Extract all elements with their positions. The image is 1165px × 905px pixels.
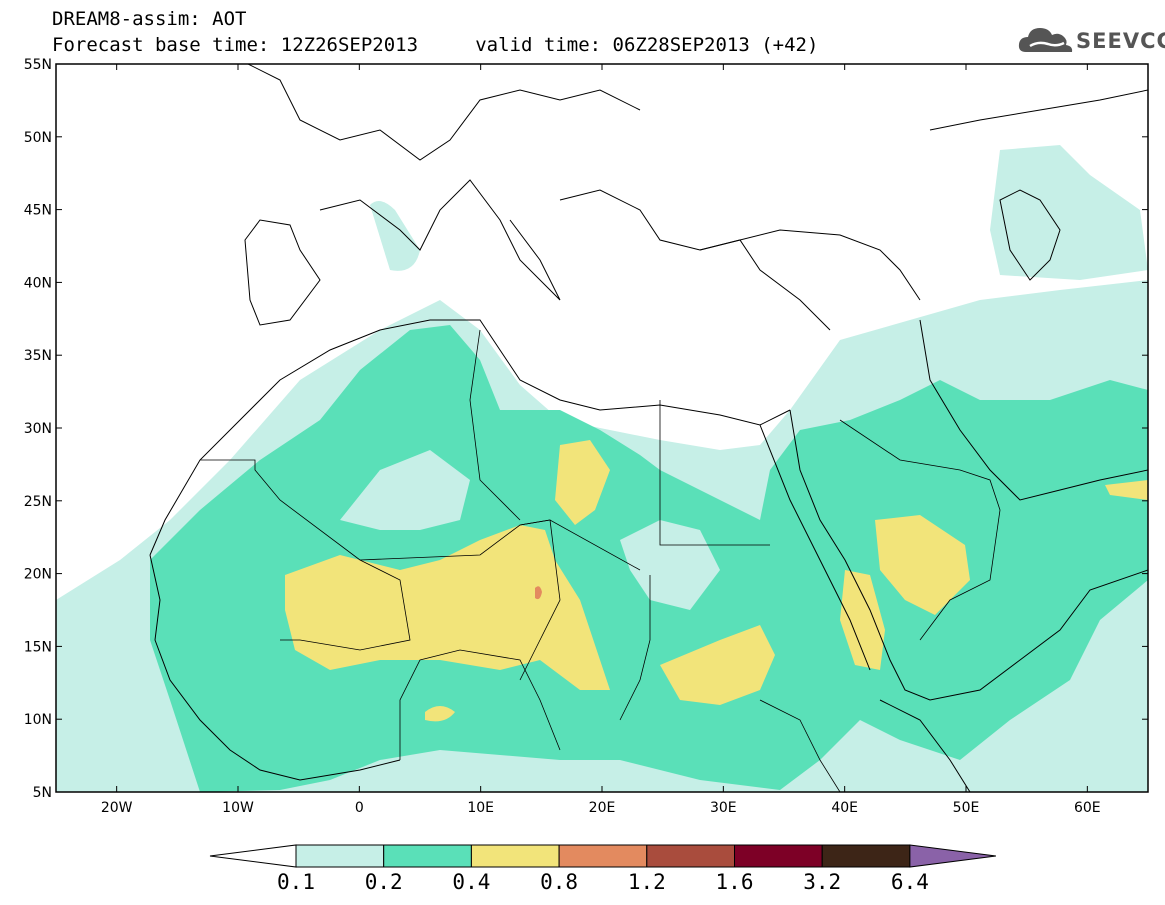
aot-hole-light <box>340 450 470 530</box>
colorbar-label: 1.2 <box>628 870 666 894</box>
lon-label: 20W <box>101 800 133 816</box>
title-line-2: Forecast base time: 12Z26SEP2013 valid t… <box>52 34 819 56</box>
logo-text: SEEVCCC <box>1076 29 1165 53</box>
coastlines <box>149 64 1148 792</box>
colorbar-label: 0.1 <box>277 870 315 894</box>
aot-band-yellow-3 <box>660 625 775 705</box>
lon-label: 60E <box>1074 800 1101 816</box>
colorbar-label: 3.2 <box>803 870 841 894</box>
lat-label: 40N <box>24 275 52 291</box>
longitude-ticks: 20W 10W 0 10E 20E 30E 40E 50E 60E <box>101 64 1101 816</box>
aot-band-yellow-6 <box>425 706 455 722</box>
lon-label: 20E <box>589 800 616 816</box>
lat-label: 25N <box>24 494 52 510</box>
lat-label: 15N <box>24 639 52 655</box>
colorbar-segment <box>470 844 560 868</box>
seevccc-logo: SEEVCCC <box>1018 24 1165 58</box>
lon-label: 0 <box>355 800 364 816</box>
aot-band-yellow-5 <box>840 570 885 670</box>
colorbar-label: 0.4 <box>452 870 490 894</box>
colorbar-segment <box>734 844 823 868</box>
title-line-1: DREAM8-assim: AOT <box>52 8 247 30</box>
aot-band-light-2 <box>990 145 1148 280</box>
cloud-icon <box>1018 28 1073 52</box>
colorbar-label: 1.6 <box>716 870 754 894</box>
lat-label: 5N <box>33 785 52 801</box>
colorbar-segment <box>646 844 735 868</box>
lat-label: 45N <box>24 203 52 219</box>
lat-label: 35N <box>24 348 52 364</box>
aot-field <box>56 64 1148 792</box>
lat-label: 20N <box>24 567 52 583</box>
aot-hole-light-2 <box>620 520 720 610</box>
lat-label: 50N <box>24 130 52 146</box>
colorbar-label: 0.8 <box>540 870 578 894</box>
latitude-ticks: 55N 50N 45N 40N 35N 30N 25N 20N 15N 10N 5N <box>24 57 1148 801</box>
aot-band-yellow-4 <box>875 515 970 615</box>
lon-label: 40E <box>831 800 858 816</box>
lon-label: 30E <box>710 800 737 816</box>
colorbar-min-arrow <box>209 844 297 868</box>
lat-label: 10N <box>24 712 52 728</box>
colorbar-segment <box>295 844 385 868</box>
colorbar: 0.1 0.2 0.4 0.8 1.2 1.6 3.2 6.4 <box>209 844 996 894</box>
colorbar-segment <box>821 844 911 868</box>
colorbar-max-arrow <box>909 844 996 868</box>
colorbar-label: 0.2 <box>365 870 403 894</box>
lat-label: 30N <box>24 421 52 437</box>
colorbar-label: 6.4 <box>891 870 929 894</box>
aot-band-orange <box>535 586 542 600</box>
colorbar-segment <box>558 844 648 868</box>
country-borders <box>200 329 1001 792</box>
colorbar-segment <box>383 844 472 868</box>
lon-label: 10W <box>222 800 254 816</box>
aot-band-yellow-2 <box>555 440 610 525</box>
aot-band-yellow-7 <box>1105 480 1148 500</box>
lon-label: 10E <box>467 800 494 816</box>
lat-label: 55N <box>24 57 52 73</box>
aot-band-light-3 <box>370 201 420 271</box>
lon-label: 50E <box>953 800 980 816</box>
